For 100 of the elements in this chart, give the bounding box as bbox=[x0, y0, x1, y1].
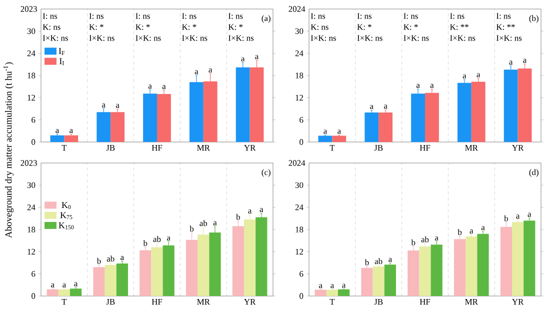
annotation: I×K: ns bbox=[42, 35, 68, 41]
data-label: a bbox=[470, 229, 474, 234]
data-label: a bbox=[324, 130, 328, 134]
y-tick-label: 6 bbox=[300, 116, 304, 123]
bar bbox=[524, 220, 536, 296]
bar bbox=[236, 67, 250, 142]
data-label: b bbox=[96, 258, 101, 264]
y-tick-label: 12 bbox=[28, 94, 36, 100]
bar bbox=[384, 264, 396, 296]
bar bbox=[157, 94, 171, 142]
text: 2024 bbox=[288, 160, 306, 166]
bar bbox=[372, 266, 384, 296]
data-label: a bbox=[523, 58, 527, 63]
bar bbox=[471, 82, 486, 142]
annotation: I: ns bbox=[404, 13, 418, 19]
bar bbox=[96, 112, 111, 142]
data-label: a bbox=[208, 68, 212, 72]
data-label: a bbox=[330, 284, 334, 288]
data-label: a bbox=[116, 104, 120, 108]
y-tick-label: 30 bbox=[295, 28, 304, 34]
data-label: a bbox=[516, 214, 520, 219]
data-label: a bbox=[162, 85, 166, 90]
y-tick-label: 24 bbox=[295, 50, 304, 56]
annotation: (d) bbox=[529, 169, 538, 177]
bar bbox=[411, 94, 426, 142]
annotation: I×K: ns bbox=[228, 35, 254, 41]
annotation: I: ns bbox=[496, 13, 511, 19]
y-tick-label: 6 bbox=[32, 116, 36, 123]
bar bbox=[518, 68, 532, 142]
annotation: I: ns bbox=[357, 13, 372, 19]
bar bbox=[93, 267, 105, 296]
annotation: I: ns bbox=[42, 13, 58, 19]
data-label: a bbox=[248, 209, 252, 214]
data-label: a bbox=[102, 104, 106, 108]
x-tick-label: YR bbox=[512, 299, 524, 305]
y-tick-label: 0 bbox=[300, 139, 304, 145]
legend-label: K$_{0}$ bbox=[62, 202, 71, 210]
data-label: a bbox=[194, 70, 198, 74]
legend-label: I$_{I}$ bbox=[60, 58, 64, 66]
data-label: a bbox=[260, 208, 264, 212]
annotation: (a) bbox=[262, 15, 270, 23]
annotation: I×K: ns bbox=[496, 35, 522, 41]
annotation: I×K: ns bbox=[357, 35, 382, 41]
annotation: I×K: ns bbox=[450, 35, 476, 41]
data-label: a bbox=[509, 60, 513, 65]
bar bbox=[140, 250, 152, 296]
y-tick-label: 18 bbox=[28, 72, 36, 78]
x-tick-label: JB bbox=[106, 145, 115, 151]
annotation: K: ns bbox=[310, 24, 328, 30]
x-tick-label: T bbox=[62, 299, 67, 305]
legend-label: K$_{75}$ bbox=[60, 212, 72, 220]
x-tick-label: YR bbox=[244, 299, 256, 305]
y-tick-label: 30 bbox=[27, 182, 36, 188]
annotation: I×K: ns bbox=[182, 35, 208, 41]
x-tick-label: HF bbox=[420, 299, 430, 305]
y-tick-label: 6 bbox=[32, 270, 36, 277]
x-tick-label: MR bbox=[197, 299, 210, 305]
annotation: I: ns bbox=[89, 13, 104, 19]
bar bbox=[364, 112, 379, 142]
annotation: I: ns bbox=[310, 13, 326, 19]
x-tick-label: HF bbox=[420, 145, 430, 151]
y-tick-label: 24 bbox=[27, 50, 36, 56]
annotation: K: ** bbox=[496, 24, 515, 30]
annotation: I: ns bbox=[228, 13, 243, 19]
annotation: K: * bbox=[136, 24, 150, 30]
bar bbox=[162, 245, 174, 296]
data-label: a bbox=[70, 128, 73, 134]
text: 2023 bbox=[20, 160, 37, 166]
annotation: (b) bbox=[529, 15, 538, 23]
bar bbox=[314, 290, 326, 296]
x-tick-label: T bbox=[62, 145, 67, 151]
bar bbox=[326, 290, 338, 296]
x-tick-label: YR bbox=[512, 145, 524, 151]
y-tick-label: 0 bbox=[32, 293, 36, 299]
bar bbox=[408, 250, 420, 296]
data-label: b bbox=[411, 239, 416, 246]
bar bbox=[143, 94, 157, 142]
bar bbox=[454, 239, 466, 296]
bar bbox=[104, 264, 116, 296]
x-tick-label: MR bbox=[465, 299, 478, 305]
bar bbox=[419, 246, 431, 296]
y-tick-label: 24 bbox=[27, 204, 36, 210]
data-label: a bbox=[462, 74, 466, 78]
annotation: K: * bbox=[89, 24, 104, 30]
bar bbox=[466, 236, 478, 296]
bar bbox=[46, 289, 58, 296]
bar bbox=[332, 136, 346, 142]
data-label: a bbox=[255, 55, 259, 60]
data-label: a bbox=[51, 283, 54, 288]
data-label: a bbox=[120, 256, 124, 260]
data-label: a bbox=[476, 73, 480, 78]
bar bbox=[477, 234, 489, 296]
x-tick-label: JB bbox=[374, 145, 383, 151]
y-tick-label: 6 bbox=[300, 270, 304, 277]
annotation: K: * bbox=[404, 24, 418, 30]
data-label: a bbox=[62, 283, 66, 288]
text: 2024 bbox=[288, 6, 306, 12]
data-label: a bbox=[213, 221, 217, 226]
bar bbox=[64, 135, 78, 142]
data-label: b bbox=[190, 226, 194, 232]
